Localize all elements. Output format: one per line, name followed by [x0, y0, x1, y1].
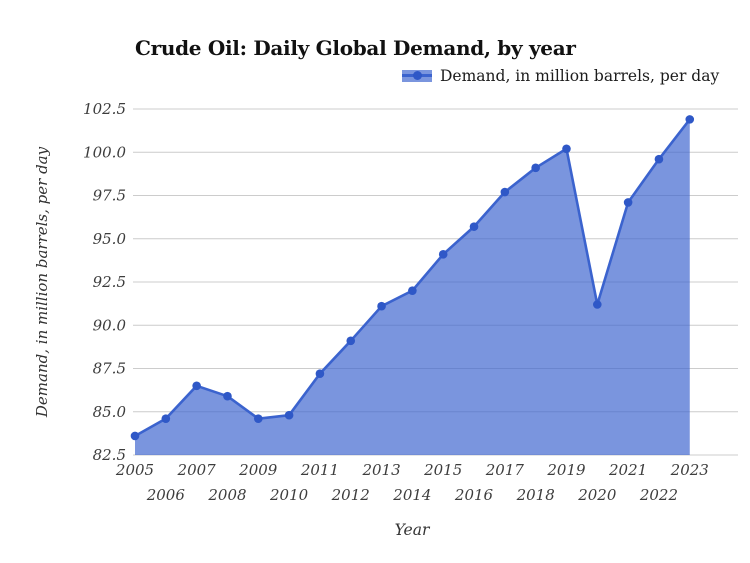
y-tick-label: 90.0 — [93, 316, 127, 334]
x-tick-label: 2021 — [608, 461, 647, 479]
y-tick-label: 87.5 — [93, 360, 126, 378]
data-point-2008 — [223, 391, 232, 401]
x-tick-label: 2010 — [269, 486, 309, 504]
data-point-2021 — [623, 198, 633, 207]
chart-title: Crude Oil: Daily Global Demand, by year — [135, 36, 576, 60]
x-tick-label: 2005 — [115, 461, 154, 479]
y-tick-label: 92.5 — [93, 273, 126, 291]
x-tick-label: 2017 — [485, 461, 525, 479]
y-tick-label: 97.5 — [93, 187, 126, 205]
legend: Demand, in million barrels, per day — [402, 67, 719, 85]
data-point-2016 — [469, 222, 479, 231]
data-point-2006 — [161, 414, 171, 423]
x-tick-label: 2013 — [361, 461, 400, 479]
x-tick-label: 2016 — [454, 486, 494, 504]
x-tick-label: 2006 — [146, 486, 186, 504]
x-tick-label: 2007 — [177, 461, 217, 479]
data-point-2009 — [253, 414, 263, 423]
data-point-2011 — [315, 369, 325, 378]
x-tick-label: 2019 — [546, 461, 586, 479]
x-tick-label: 2011 — [300, 461, 339, 479]
y-tick-label: 100.0 — [83, 143, 126, 161]
x-tick-label: 2009 — [238, 461, 278, 479]
x-tick-label: 2023 — [670, 461, 709, 479]
data-point-2015 — [438, 250, 448, 259]
x-tick-label: 2014 — [392, 486, 431, 504]
legend-marker-icon — [412, 70, 422, 80]
x-tick-label: 2020 — [577, 486, 617, 504]
x-axis-title: Year — [394, 521, 430, 539]
data-point-2007 — [192, 381, 201, 391]
y-tick-label: 102.5 — [83, 100, 126, 118]
x-tick-label: 2008 — [207, 486, 246, 504]
data-point-2020 — [593, 300, 602, 309]
x-tick-label: 2012 — [331, 486, 370, 504]
legend-label: Demand, in million barrels, per day — [440, 67, 720, 85]
y-tick-label: 85.0 — [93, 403, 127, 421]
data-point-2012 — [346, 336, 356, 346]
data-point-2014 — [408, 286, 417, 295]
data-point-2013 — [377, 301, 386, 311]
x-tick-label: 2018 — [516, 486, 555, 504]
x-tick-label: 2022 — [639, 486, 678, 504]
y-tick-label: 82.5 — [93, 446, 126, 464]
data-point-2022 — [654, 154, 664, 164]
x-tick-label: 2015 — [423, 461, 462, 479]
data-point-2017 — [500, 187, 510, 197]
legend-area-swatch-icon — [402, 70, 432, 82]
data-point-2019 — [562, 144, 571, 154]
data-point-2023 — [685, 115, 695, 124]
data-point-2018 — [531, 163, 540, 173]
data-point-2010 — [284, 410, 294, 420]
demand-area — [135, 119, 690, 455]
y-tick-label: 95.0 — [93, 230, 127, 248]
data-point-2005 — [130, 431, 140, 441]
